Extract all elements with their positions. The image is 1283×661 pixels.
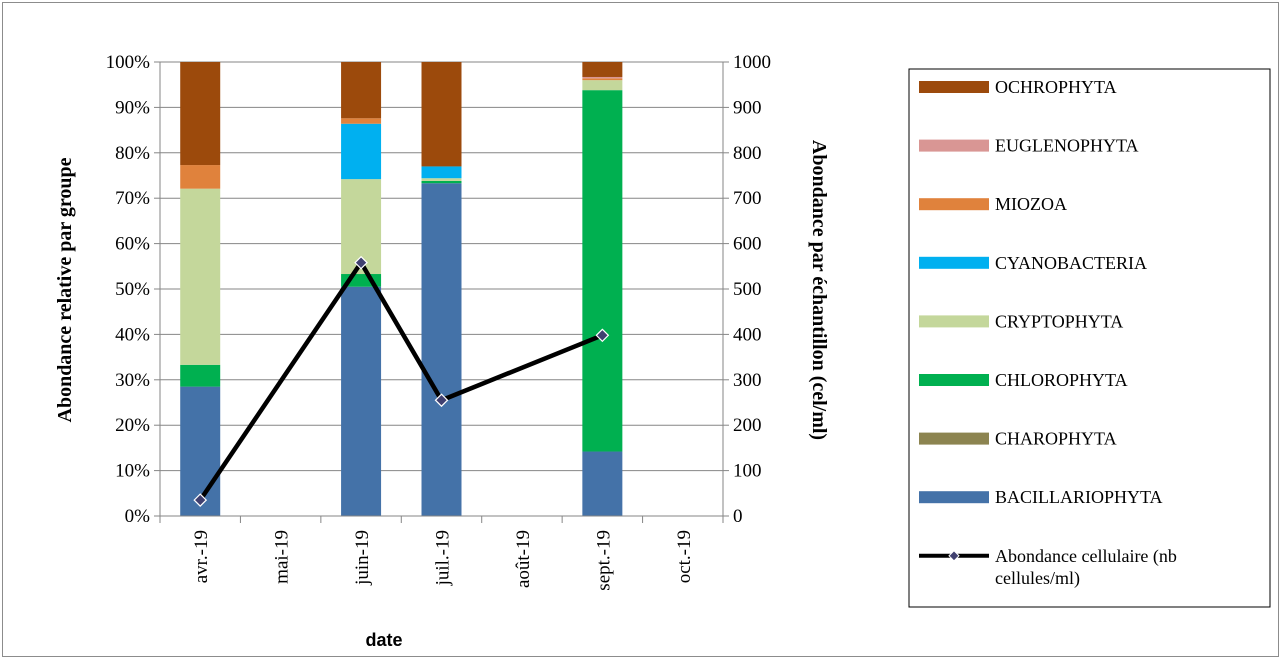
- abundance-point: [193, 493, 208, 507]
- x-tick-label: juil.-19: [433, 530, 454, 586]
- y-tick-label: 70%: [115, 188, 150, 209]
- y-tick-label: 0%: [125, 506, 151, 527]
- abundance-line: [193, 255, 610, 507]
- x-tick-label: juin-19: [352, 530, 373, 586]
- legend-label: OCHROPHYTA: [995, 77, 1117, 97]
- legend-label: CRYPTOPHYTA: [995, 311, 1123, 331]
- legend-label: CYANOBACTERIA: [995, 253, 1147, 273]
- bar-segment: [582, 76, 623, 79]
- y-tick-label: 40%: [115, 324, 150, 345]
- bar-segment: [582, 451, 623, 516]
- y-tick-label: 80%: [115, 143, 150, 164]
- bar-segment: [582, 78, 623, 81]
- y-tick-label: 50%: [115, 279, 150, 300]
- bar-segment: [180, 188, 221, 365]
- y-tick-label: 10%: [115, 461, 150, 482]
- legend-diamond: [948, 550, 960, 562]
- y2-tick-label: 200: [733, 415, 762, 436]
- abundance-point: [434, 393, 449, 408]
- legend-label: CHAROPHYTA: [995, 429, 1117, 449]
- y2-tick-label: 600: [733, 234, 762, 255]
- bar-segment: [421, 180, 462, 184]
- bar-segment: [341, 286, 382, 516]
- y2-tick-label: 100: [733, 461, 762, 482]
- bar-segment: [180, 165, 221, 189]
- bar-segment: [421, 62, 462, 167]
- legend-label: MIOZOA: [995, 194, 1067, 214]
- legend-box: [908, 68, 1271, 608]
- bars: [180, 62, 623, 516]
- legend-swatch: [919, 432, 989, 445]
- y-tick-label: 30%: [115, 370, 150, 391]
- legend-swatch: [919, 315, 989, 328]
- bar-segment: [180, 364, 221, 387]
- y2-tick-label: 1000: [733, 52, 771, 73]
- y-tick-label: 90%: [115, 97, 150, 118]
- abundance-line-path: [198, 260, 604, 502]
- y-axis-title: Abondance relative par groupe: [54, 157, 76, 422]
- bar-segment: [421, 166, 462, 179]
- x-tick-label: sept.-19: [593, 530, 614, 591]
- y2-tick-label: 400: [733, 324, 762, 345]
- legend-swatch: [919, 374, 989, 386]
- y2-tick-label: 300: [733, 370, 762, 391]
- y-tick-label: 20%: [115, 415, 150, 436]
- y2-tick-label: 700: [733, 188, 762, 209]
- bar-segment: [421, 183, 462, 516]
- y2-tick-label: 900: [733, 97, 762, 118]
- legend-label: EUGLENOPHYTA: [995, 136, 1139, 156]
- x-axis-title: date: [365, 630, 402, 650]
- bar-segment: [582, 62, 623, 77]
- x-tick-label: mai-19: [272, 530, 293, 584]
- chart-canvas: 0% 10% 20% 30% 40% 50% 60% 70% 80% 90% 100% 0 100 200…: [54, 52, 1271, 650]
- y-tick-label: 100%: [106, 52, 151, 73]
- y2-tick-label: 800: [733, 143, 762, 164]
- x-tick-label: oct.-19: [674, 530, 695, 583]
- abundance-point: [595, 328, 610, 343]
- legend-swatch: [919, 81, 989, 93]
- y2-tick-label: 500: [733, 279, 762, 300]
- bar-segment: [582, 80, 623, 91]
- abundance-point: [354, 255, 368, 270]
- tick-labels: 0% 10% 20% 30% 40% 50% 60% 70% 80% 90% 100% 0 100 200…: [106, 52, 771, 591]
- legend-swatch: [919, 491, 989, 504]
- legend-label: Abondance cellulaire (nb cellules/ml): [995, 546, 1177, 589]
- bar-segment: [421, 178, 462, 181]
- y-tick-label: 60%: [115, 234, 150, 255]
- bar-segment: [341, 123, 382, 180]
- bar-segment: [341, 62, 382, 119]
- legend-swatch: [919, 139, 989, 152]
- legend-swatch: [919, 198, 989, 211]
- x-tick-label: avr.-19: [191, 530, 212, 583]
- legend-swatch: [919, 256, 989, 269]
- bar-segment: [180, 62, 221, 166]
- bar-segment: [582, 90, 623, 452]
- legend-label: CHLOROPHYTA: [995, 370, 1128, 390]
- bar-segment: [341, 118, 382, 124]
- axes: [154, 61, 729, 523]
- x-tick-label: août-19: [513, 530, 534, 588]
- legend-label: BACILLARIOPHYTA: [995, 487, 1163, 507]
- legend: OCHROPHYTA EUGLENOPHYTA MIOZOA CYANOBACTERI…: [919, 77, 1177, 589]
- y2-tick-label: 0: [733, 506, 743, 527]
- y2-axis-title: Abondance par échantillon (cel/ml): [808, 140, 830, 440]
